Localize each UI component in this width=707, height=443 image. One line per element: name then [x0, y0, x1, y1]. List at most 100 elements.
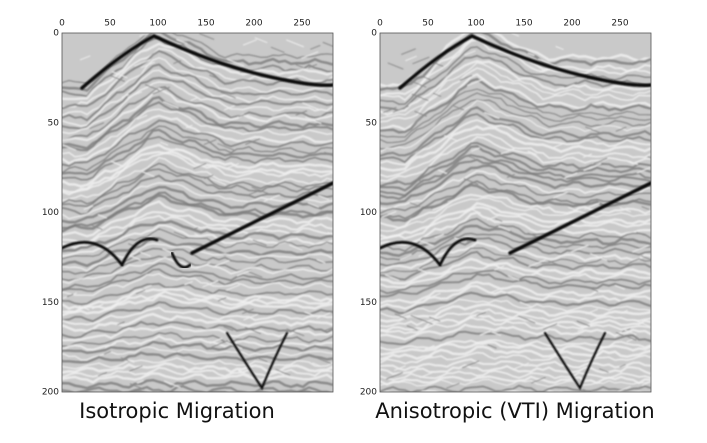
reflector	[62, 76, 333, 130]
noise-streak	[244, 326, 262, 335]
reflector	[380, 237, 651, 267]
noise-streak	[624, 335, 637, 341]
strong-horizon	[62, 237, 159, 268]
panel-caption: Isotropic Migration	[79, 399, 275, 423]
reflector	[62, 69, 333, 127]
reflector	[62, 262, 333, 291]
noise-streak	[553, 349, 565, 355]
noise-streak	[225, 284, 240, 291]
noise-streak	[295, 110, 308, 116]
reflector	[62, 312, 333, 333]
seismic-panel	[62, 33, 333, 392]
noise-streak	[470, 208, 481, 214]
noise-streak	[636, 231, 646, 236]
noise-streak	[382, 106, 397, 114]
noise-streak	[83, 205, 94, 210]
noise-streak	[632, 244, 650, 253]
noise-streak	[199, 33, 215, 40]
reflector	[62, 346, 333, 361]
reflector	[62, 331, 333, 347]
noise-streak	[553, 191, 568, 199]
y-tick-label: 150	[360, 298, 377, 308]
reflector	[380, 285, 651, 310]
reflector	[62, 210, 333, 245]
reflector	[62, 294, 333, 317]
reflector	[62, 214, 333, 249]
reflector	[62, 228, 333, 260]
noise-streak	[466, 155, 476, 160]
noise-streak	[332, 312, 333, 314]
reflector	[380, 232, 651, 261]
reflector	[62, 81, 333, 135]
noise-streak	[494, 218, 503, 223]
reflector	[380, 99, 651, 150]
noise-streak	[315, 119, 323, 124]
noise-streak	[302, 102, 320, 111]
noise-streak	[585, 126, 603, 135]
noise-streak	[636, 167, 651, 174]
noise-streak	[159, 141, 169, 146]
noise-streak	[498, 225, 511, 232]
reflector	[380, 46, 651, 105]
reflector	[62, 200, 333, 238]
reflector	[62, 236, 333, 268]
noise-streak	[249, 297, 262, 303]
noise-streak	[511, 33, 520, 37]
reflector	[380, 54, 651, 112]
panel-frame	[379, 32, 652, 393]
reflector	[62, 168, 333, 208]
reflector	[380, 358, 651, 372]
noise-streak	[310, 44, 321, 50]
noise-streak	[114, 162, 125, 168]
noise-streak	[111, 71, 128, 79]
noise-streak	[129, 383, 145, 390]
reflector	[62, 340, 333, 355]
noise-streak	[127, 91, 143, 98]
reflector	[62, 193, 333, 233]
noise-streak	[406, 325, 418, 331]
strong-horizon	[508, 181, 651, 255]
reflector	[62, 351, 333, 364]
reflector	[62, 125, 333, 174]
x-tick-label: 200	[245, 19, 262, 29]
noise-streak	[286, 39, 305, 48]
reflector	[380, 345, 651, 361]
noise-streak	[120, 357, 130, 362]
strong-horizon	[543, 331, 607, 391]
noise-streak	[139, 33, 150, 37]
noise-streak	[494, 265, 505, 271]
noise-streak	[464, 50, 476, 56]
noise-streak	[288, 244, 303, 251]
noise-streak	[444, 135, 459, 142]
noise-streak	[251, 186, 269, 195]
reflector	[380, 145, 651, 192]
reflector	[380, 280, 651, 305]
noise-streak	[66, 293, 74, 298]
noise-streak	[391, 179, 398, 183]
y-tick-label: 200	[360, 388, 377, 398]
x-tick-label: 100	[149, 19, 166, 29]
noise-streak	[385, 372, 404, 380]
noise-streak	[254, 37, 268, 44]
noise-streak	[211, 340, 228, 348]
noise-streak	[89, 122, 105, 130]
noise-streak	[432, 92, 442, 97]
noise-streak	[399, 254, 413, 260]
reflector	[380, 125, 651, 172]
noise-streak	[323, 327, 333, 332]
noise-streak	[79, 55, 91, 61]
noise-streak	[117, 321, 125, 326]
noise-streak	[381, 211, 397, 218]
noise-streak	[173, 60, 182, 65]
noise-streak	[275, 368, 291, 376]
reflector	[380, 298, 651, 318]
y-tick-label: 50	[366, 118, 378, 128]
noise-streak	[305, 116, 322, 124]
noise-streak	[258, 357, 268, 363]
noise-streak	[185, 124, 193, 129]
reflector	[62, 366, 333, 379]
reflector	[380, 133, 651, 178]
noise-streak	[424, 345, 435, 350]
noise-streak	[628, 160, 639, 165]
